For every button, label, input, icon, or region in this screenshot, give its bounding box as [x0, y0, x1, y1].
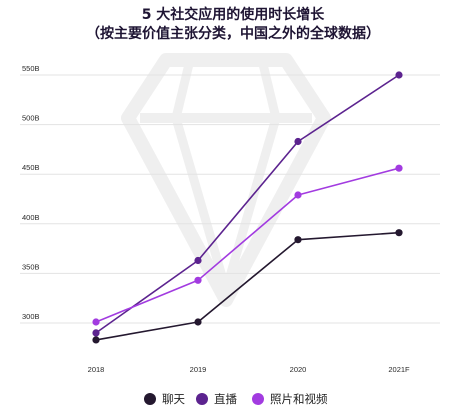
legend-label: 直播 [214, 392, 237, 406]
data-point-1-3 [395, 71, 403, 79]
data-point-1-1 [194, 256, 202, 265]
y-axis-ticks: 300B 350B 400B 450B 500B 550B [22, 64, 40, 321]
data-point-2-3 [395, 164, 403, 172]
chart-title-line-2: （按主要价值主张分类，中国之外的全球数据） [86, 26, 380, 42]
y-tick-label: 350B [22, 262, 40, 271]
legend-marker [196, 393, 208, 405]
y-tick-label: 300B [22, 312, 40, 321]
legend: 聊天 直播 照片和视频 [144, 392, 328, 406]
data-point-2-1 [194, 276, 202, 284]
data-point-2-2 [294, 191, 302, 199]
watermark-diamond-logo [121, 53, 331, 307]
legend-label: 聊天 [162, 392, 185, 406]
data-point-0-2 [294, 236, 302, 244]
legend-marker [144, 393, 156, 405]
series-line-0 [95, 231, 400, 341]
x-tick-label: 2020 [290, 365, 307, 374]
x-tick-label: 2021F [388, 365, 410, 374]
series-line-1 [95, 74, 400, 334]
legend-label: 照片和视频 [270, 392, 328, 406]
y-tick-label: 500B [22, 114, 40, 123]
x-tick-label: 2019 [190, 365, 207, 374]
y-tick-label: 450B [22, 163, 40, 172]
data-point-1-0 [92, 329, 100, 337]
data-point-0-1 [194, 318, 202, 326]
y-tick-label: 550B [22, 64, 40, 73]
series-line-2 [95, 167, 400, 323]
data-point-1-2 [294, 137, 302, 146]
chart-title: 5 大社交应用的使用时长增长 （按主要价值主张分类，中国之外的全球数据） [0, 6, 466, 44]
legend-marker [252, 393, 264, 405]
data-point-0-0 [92, 336, 100, 344]
gridlines [20, 74, 440, 324]
x-axis-ticks: 2018 2019 2020 2021F [88, 365, 410, 374]
y-tick-label: 400B [22, 213, 40, 222]
watermark-diamond-outline [121, 53, 331, 307]
data-point-2-0 [92, 318, 100, 326]
x-tick-label: 2018 [88, 365, 105, 374]
data-point-0-3 [395, 229, 403, 237]
watermark-diamond-facet [171, 58, 281, 307]
series-lines [92, 71, 403, 344]
chart-title-line-1: 5 大社交应用的使用时长增长 [141, 7, 325, 23]
